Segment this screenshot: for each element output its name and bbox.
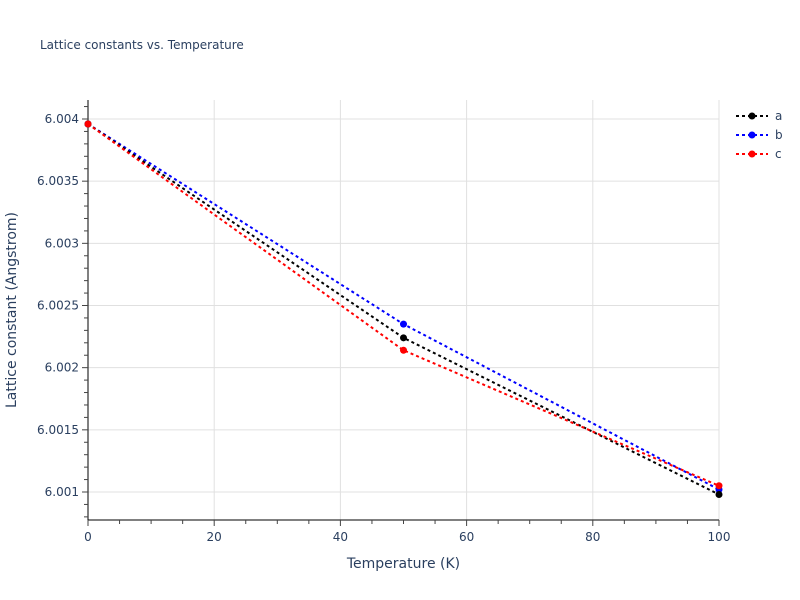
legend-item-b[interactable]: b [735,125,783,144]
legend-swatch-icon [736,112,768,119]
y-tick-label: 6.002 [45,361,79,375]
legend-item-c[interactable]: c [735,144,783,163]
data-point-a[interactable] [715,490,723,498]
chart-title: Lattice constants vs. Temperature [40,38,244,52]
x-tick-label: 20 [207,530,222,544]
data-point-c[interactable] [400,346,407,354]
legend-swatch-icon [736,131,768,138]
x-tick-label: 80 [585,530,600,544]
y-tick-label: 6.0015 [37,423,79,437]
series-line-a[interactable] [87,123,720,496]
legend-item-a[interactable]: a [735,106,783,125]
data-point-c[interactable] [715,482,723,490]
y-tick-label: 6.0035 [37,174,79,188]
legend-label: a [775,108,783,123]
legend: a b c [735,106,783,163]
series-line-c[interactable] [87,123,720,487]
data-point-c[interactable] [84,120,92,128]
y-tick-label: 6.0025 [37,299,79,313]
data-point-b[interactable] [400,320,407,328]
series-line-b[interactable] [87,123,720,491]
x-axis-title: Temperature (K) [346,556,460,572]
y-tick-label: 6.004 [45,112,79,126]
y-axis-title: Lattice constant (Angstrom) [4,212,20,408]
y-tick-label: 6.001 [45,485,79,499]
x-tick-label: 100 [708,530,731,544]
legend-label: c [775,146,782,161]
x-tick-label: 60 [459,530,474,544]
legend-label: b [775,127,783,142]
legend-swatch-icon [736,150,768,157]
y-tick-label: 6.003 [45,236,79,250]
x-tick-label: 40 [333,530,348,544]
x-tick-label: 0 [84,530,92,544]
data-point-a[interactable] [400,334,407,342]
